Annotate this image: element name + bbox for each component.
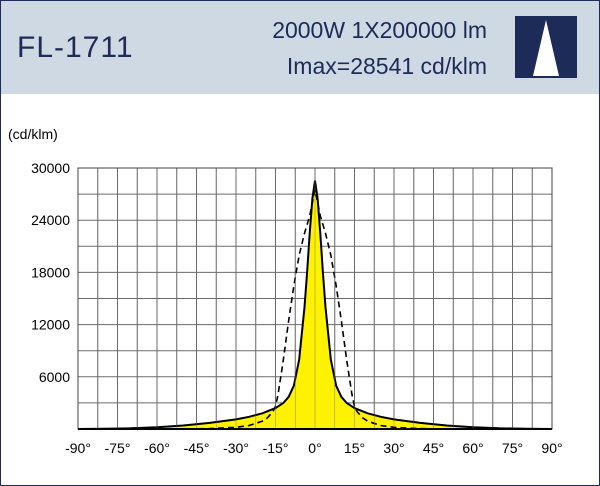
x-tick-label: 0° xyxy=(308,440,321,456)
model-name: FL-1711 xyxy=(17,31,134,64)
x-tick-label: -45° xyxy=(184,440,210,456)
logo-beam xyxy=(533,20,559,76)
x-tick-label: 45° xyxy=(423,440,444,456)
x-tick-label: 15° xyxy=(344,440,365,456)
x-tick-label: 30° xyxy=(383,440,404,456)
x-tick-label: -30° xyxy=(223,440,249,456)
y-tick-labels: 30000 24000 18000 12000 6000 xyxy=(31,160,70,385)
y-tick-label: 6000 xyxy=(39,369,70,385)
x-tick-label: -60° xyxy=(144,440,170,456)
x-tick-label: -15° xyxy=(263,440,289,456)
x-tick-label: 60° xyxy=(462,440,483,456)
power-flux-label: 2000W 1X200000 lm xyxy=(272,17,487,43)
x-tick-label: 90° xyxy=(541,440,562,456)
y-tick-label: 12000 xyxy=(31,317,70,333)
x-tick-label: -75° xyxy=(105,440,131,456)
x-tick-labels: -90° -75° -60° -45° -30° -15° 0° 15° 30° 45° 60° 75… xyxy=(65,440,563,456)
x-tick-label: 75° xyxy=(502,440,523,456)
imax-label: Imax=28541 cd/klm xyxy=(286,53,487,79)
chart-plot xyxy=(77,167,553,430)
header-band: FL-1711 2000W 1X200000 lm Imax=28541 cd/… xyxy=(1,1,599,94)
x-tick-label: -90° xyxy=(65,440,91,456)
y-tick-label: 24000 xyxy=(31,212,70,228)
triangle-beam-logo-icon xyxy=(515,16,577,78)
y-axis-unit-label: (cd/klm) xyxy=(8,126,58,142)
y-tick-label: 30000 xyxy=(31,160,70,176)
y-tick-label: 18000 xyxy=(31,264,70,280)
